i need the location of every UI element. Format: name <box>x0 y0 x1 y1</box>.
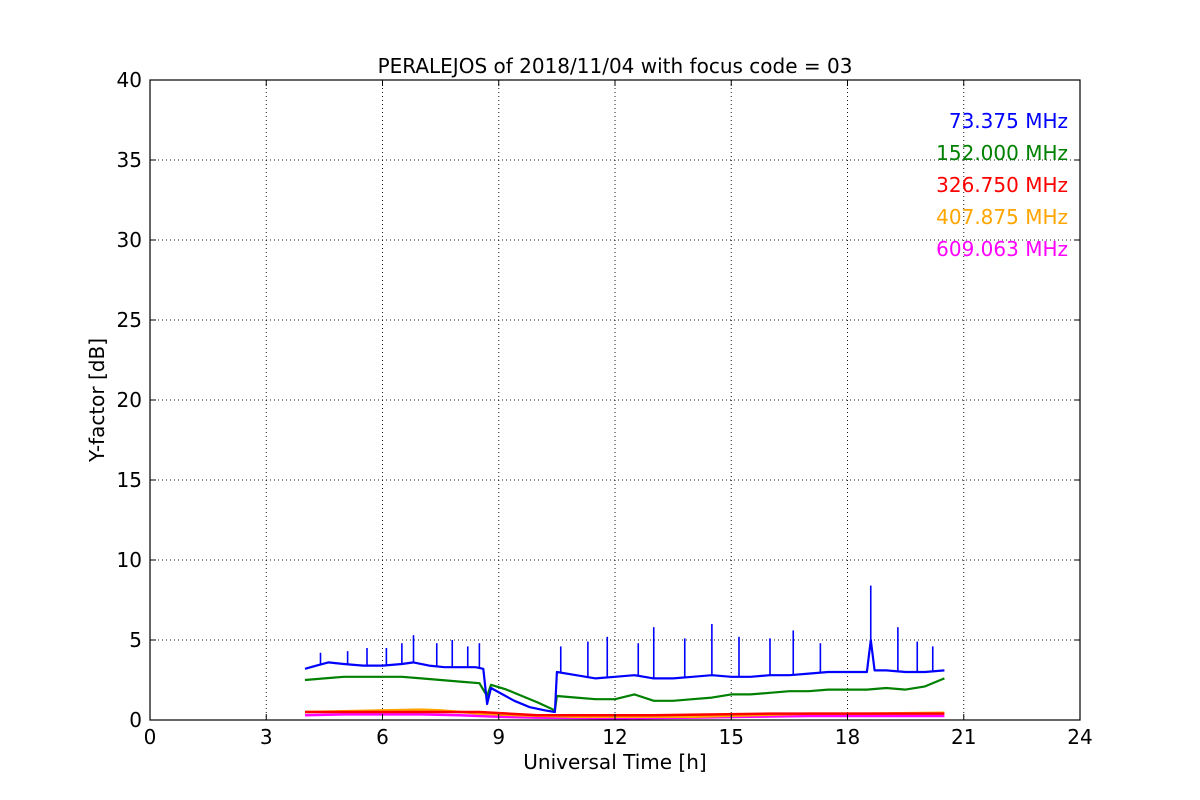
y-axis-label: Y-factor [dB] <box>85 338 109 463</box>
x-tick-label: 21 <box>951 725 976 749</box>
x-tick-label: 12 <box>602 725 627 749</box>
y-tick-label: 10 <box>117 548 142 572</box>
legend-entry: 326.750 MHz <box>936 173 1068 197</box>
x-tick-label: 15 <box>719 725 744 749</box>
y-tick-label: 25 <box>117 308 142 332</box>
series-line-1 <box>304 675 945 712</box>
legend-entry: 152.000 MHz <box>936 141 1068 165</box>
x-tick-label: 0 <box>144 725 157 749</box>
y-tick-label: 35 <box>117 148 142 172</box>
chart-title: PERALEJOS of 2018/11/04 with focus code … <box>378 54 853 78</box>
x-tick-label: 9 <box>492 725 505 749</box>
y-tick-label: 0 <box>129 708 142 732</box>
y-tick-label: 30 <box>117 228 142 252</box>
y-tick-label: 15 <box>117 468 142 492</box>
x-axis-label: Universal Time [h] <box>523 750 706 774</box>
x-tick-label: 6 <box>376 725 389 749</box>
series-group <box>304 585 945 720</box>
legend-entry: 407.875 MHz <box>936 205 1068 229</box>
axis-ticks: 0 3 6 9 12 15 18 21 24 0 5 10 15 20 25 30 35 40 <box>117 68 1093 749</box>
x-tick-label: 18 <box>835 725 860 749</box>
legend-entry: 73.375 MHz <box>949 109 1068 133</box>
x-tick-label: 3 <box>260 725 273 749</box>
series-line-2 <box>305 710 945 717</box>
y-tick-label: 40 <box>117 68 142 92</box>
legend: 73.375 MHz 152.000 MHz 326.750 MHz 407.875 … <box>936 109 1068 261</box>
y-tick-label: 5 <box>129 628 142 652</box>
y-tick-label: 20 <box>117 388 142 412</box>
x-tick-label: 24 <box>1067 725 1092 749</box>
legend-entry: 609.063 MHz <box>936 237 1068 261</box>
